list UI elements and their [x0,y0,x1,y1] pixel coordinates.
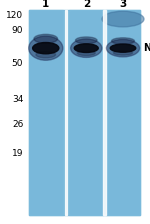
Ellipse shape [36,51,56,58]
Bar [65,10,67,215]
Ellipse shape [74,44,98,52]
Ellipse shape [29,36,63,60]
Text: 19: 19 [12,149,23,158]
Text: 34: 34 [12,95,23,104]
Ellipse shape [34,34,58,43]
Bar [29,10,63,215]
Text: 1: 1 [42,0,49,9]
Text: 3: 3 [119,0,127,9]
Ellipse shape [33,43,59,54]
Bar [69,10,103,215]
Ellipse shape [102,11,144,27]
Ellipse shape [71,39,102,57]
Bar [103,10,106,215]
Ellipse shape [106,39,140,57]
Text: 90: 90 [12,26,23,35]
Text: 120: 120 [6,11,23,20]
Text: ND5: ND5 [143,43,150,53]
Text: 2: 2 [83,0,90,9]
Ellipse shape [77,51,95,56]
Text: 26: 26 [12,120,23,129]
Ellipse shape [113,50,133,55]
Bar [106,10,140,215]
Ellipse shape [110,44,136,52]
Bar [29,10,140,215]
Ellipse shape [111,38,135,44]
Text: 50: 50 [12,59,23,68]
Ellipse shape [75,37,97,44]
